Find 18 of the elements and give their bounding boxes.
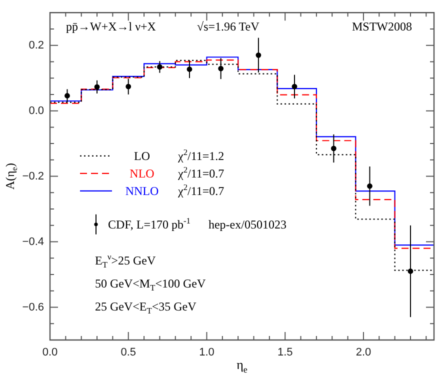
- y-axis-title: A(ηe): [3, 162, 19, 190]
- y-tick-label: −0.2: [22, 170, 44, 182]
- annotation: MSTW2008: [352, 20, 412, 34]
- legend-label: NLO: [130, 166, 155, 180]
- y-tick-label: −0.4: [22, 236, 44, 248]
- annotation: √s=1.96 TeV: [197, 20, 260, 34]
- x-tick-label: 2.0: [356, 346, 372, 359]
- x-tick-label: 0.0: [42, 346, 58, 359]
- legend-label: NNLO: [125, 184, 159, 198]
- annotation: pp̄→W+X→l ν+X: [66, 20, 156, 34]
- x-tick-label: 1.5: [277, 346, 293, 359]
- y-tick-label: −0.6: [22, 301, 44, 314]
- annotation: hep-ex/0501023: [208, 217, 286, 232]
- legend-label: LO: [134, 148, 150, 163]
- x-tick-label: 0.5: [120, 346, 136, 359]
- y-tick-label: 0.2: [28, 39, 44, 52]
- x-tick-label: 1.0: [199, 346, 214, 359]
- y-tick-label: 0.0: [28, 104, 44, 117]
